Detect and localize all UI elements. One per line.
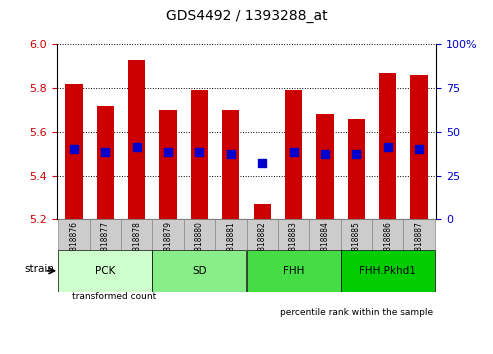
Bar (348, 119, 365, 219)
Text: GSM818885: GSM818885 (352, 221, 361, 267)
Text: GSM818879: GSM818879 (164, 221, 173, 267)
Text: GSM818886: GSM818886 (383, 221, 392, 267)
Text: GSM818884: GSM818884 (320, 221, 329, 267)
Text: percentile rank within the sample: percentile rank within the sample (280, 308, 433, 317)
Bar (152, 250, 246, 292)
Point (258, 160, 266, 165)
Point (102, 149, 109, 154)
Text: GSM818877: GSM818877 (101, 221, 110, 267)
Point (384, 144, 391, 150)
Text: GSM818880: GSM818880 (195, 221, 204, 267)
Text: GSM818887: GSM818887 (415, 221, 423, 267)
Text: PCK: PCK (95, 266, 115, 276)
Text: FHH.Pkhd1: FHH.Pkhd1 (359, 266, 416, 276)
Bar (253, 204, 271, 219)
Text: SD: SD (192, 266, 207, 276)
Text: GSM818881: GSM818881 (226, 221, 235, 267)
Text: GDS4492 / 1393288_at: GDS4492 / 1393288_at (166, 9, 327, 23)
Bar (246, 250, 341, 292)
Point (70, 147, 78, 152)
Point (352, 151, 360, 156)
Bar (191, 90, 208, 219)
Bar (246, 219, 278, 250)
Bar (159, 110, 176, 219)
Text: GSM818876: GSM818876 (70, 221, 78, 267)
Point (289, 149, 297, 154)
Text: FHH: FHH (283, 266, 304, 276)
Bar (65, 84, 83, 219)
Text: GSM818882: GSM818882 (258, 221, 267, 267)
Bar (90, 219, 121, 250)
Bar (379, 73, 396, 219)
Point (415, 147, 423, 152)
Point (321, 151, 329, 156)
Bar (152, 219, 184, 250)
Bar (278, 219, 309, 250)
Bar (58, 219, 90, 250)
Point (133, 144, 141, 150)
Point (227, 151, 235, 156)
Bar (121, 219, 152, 250)
Bar (58, 250, 152, 292)
Bar (97, 105, 114, 219)
Bar (128, 59, 145, 219)
Bar (285, 90, 302, 219)
Bar (410, 75, 427, 219)
Bar (403, 219, 435, 250)
Bar (317, 114, 334, 219)
Bar (222, 110, 240, 219)
Bar (184, 219, 215, 250)
Text: GSM818878: GSM818878 (132, 221, 141, 267)
Text: transformed count: transformed count (72, 292, 157, 301)
Bar (341, 219, 372, 250)
Bar (309, 219, 341, 250)
Text: strain: strain (24, 264, 54, 274)
Bar (372, 219, 403, 250)
Point (196, 149, 204, 154)
Bar (341, 250, 435, 292)
Bar (215, 219, 246, 250)
Text: GSM818883: GSM818883 (289, 221, 298, 267)
Point (164, 149, 172, 154)
